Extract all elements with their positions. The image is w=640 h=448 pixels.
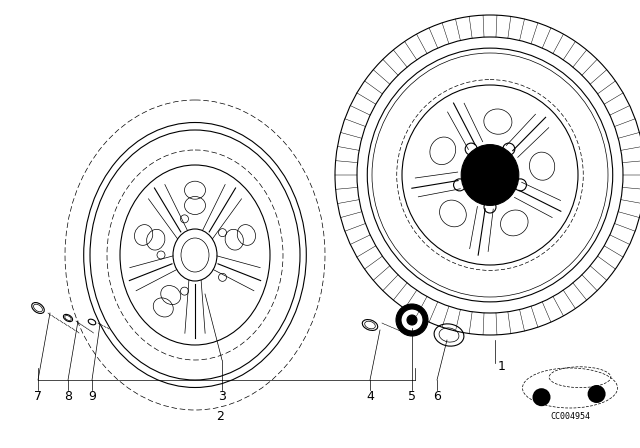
Text: 5: 5 — [408, 390, 416, 403]
Text: 3: 3 — [218, 390, 226, 403]
Ellipse shape — [461, 145, 519, 205]
Ellipse shape — [396, 304, 428, 336]
Ellipse shape — [401, 309, 423, 331]
Text: 7: 7 — [34, 390, 42, 403]
Text: 2: 2 — [216, 410, 224, 423]
Text: 8: 8 — [64, 390, 72, 403]
Text: 4: 4 — [366, 390, 374, 403]
Text: 9: 9 — [88, 390, 96, 403]
Text: 1: 1 — [498, 360, 506, 373]
Circle shape — [532, 388, 550, 406]
Ellipse shape — [407, 315, 417, 325]
Text: 6: 6 — [433, 390, 441, 403]
Text: CC004954: CC004954 — [550, 412, 590, 421]
Circle shape — [588, 385, 605, 403]
